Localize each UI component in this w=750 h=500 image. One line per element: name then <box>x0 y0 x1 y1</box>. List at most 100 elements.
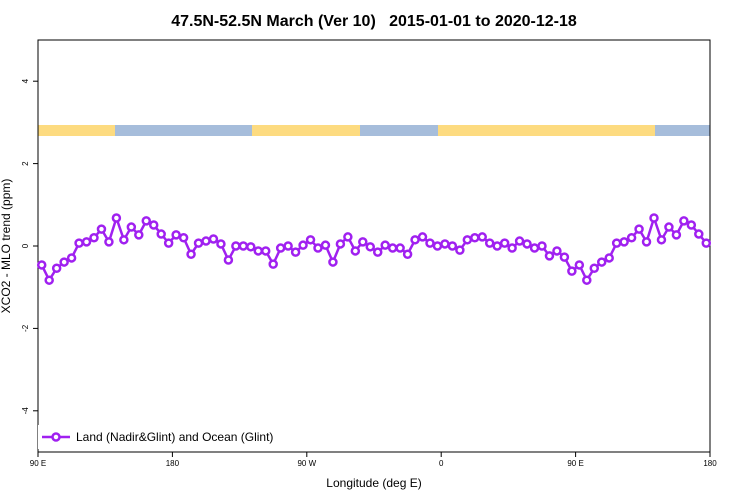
data-point <box>656 235 667 245</box>
land-strip <box>252 125 360 136</box>
legend-label: Land (Nadir&Glint) and Ocean (Glint) <box>76 430 273 444</box>
data-point <box>499 238 510 248</box>
data-point <box>216 239 226 249</box>
land-ocean-band <box>38 125 710 136</box>
y-tick-label: -4 <box>21 407 30 415</box>
data-point <box>507 243 517 253</box>
data-point <box>679 216 689 226</box>
y-axis-label: XCO2 - MLO trend (ppm) <box>0 179 13 314</box>
y-tick-label: 0 <box>21 243 30 248</box>
data-point <box>171 230 181 240</box>
data-point <box>201 236 211 246</box>
data-point <box>44 275 54 285</box>
data-point <box>275 243 286 253</box>
data-point <box>260 246 271 256</box>
data-point <box>59 257 69 267</box>
data-point <box>298 240 308 250</box>
data-point <box>66 253 77 263</box>
data-point <box>96 224 107 234</box>
data-point <box>89 233 99 243</box>
data-point <box>477 232 488 242</box>
data-point <box>492 241 502 251</box>
data-point <box>582 275 592 285</box>
data-point <box>320 240 331 250</box>
data-point <box>664 222 674 232</box>
data-point <box>559 252 570 262</box>
data-point <box>544 251 555 261</box>
data-point <box>126 222 137 232</box>
land-strip <box>38 125 115 136</box>
data-point <box>574 260 585 270</box>
legend <box>38 425 278 449</box>
data-point <box>148 220 159 230</box>
data-point <box>268 259 278 269</box>
data-point <box>626 233 637 243</box>
legend-marker <box>51 432 61 442</box>
data-point <box>313 243 323 253</box>
data-point <box>223 255 234 265</box>
ocean-strip <box>655 125 710 136</box>
data-point <box>372 247 383 257</box>
data-point <box>425 238 435 248</box>
data-point <box>634 224 644 234</box>
data-point <box>380 240 390 250</box>
data-point <box>470 233 480 243</box>
y-tick-label: 4 <box>21 78 30 83</box>
y-tick-label: 2 <box>21 161 30 166</box>
data-point <box>186 249 196 259</box>
data-point <box>208 234 219 244</box>
data-point <box>163 238 174 248</box>
data-point <box>641 237 652 247</box>
data-point <box>410 235 420 245</box>
data-point <box>686 220 697 230</box>
data-point <box>694 229 704 239</box>
data-point <box>484 238 495 248</box>
x-tick-label: 90 E <box>30 459 46 468</box>
data-point <box>178 233 189 243</box>
ocean-strip <box>115 125 252 136</box>
data-point <box>552 246 562 256</box>
data-point <box>343 232 353 242</box>
data-point <box>611 238 622 248</box>
data-point <box>193 238 204 248</box>
data-point <box>567 266 577 276</box>
data-point <box>395 243 405 253</box>
data-point <box>619 237 629 247</box>
data-point <box>402 249 413 259</box>
data-point <box>290 247 301 257</box>
data-point <box>417 232 428 242</box>
x-tick-label: 0 <box>439 459 444 468</box>
data-point <box>74 238 84 248</box>
data-point <box>522 239 532 249</box>
x-axis-label: Longitude (deg E) <box>326 476 421 490</box>
ocean-strip <box>360 125 438 136</box>
x-tick-label: 90 W <box>297 459 316 468</box>
data-point <box>231 241 241 251</box>
data-point <box>134 230 144 240</box>
y-tick-label: -2 <box>21 324 30 332</box>
data-point <box>649 213 659 223</box>
data-point <box>238 241 249 251</box>
land-strip <box>438 125 655 136</box>
x-tick-label: 180 <box>166 459 180 468</box>
data-point <box>104 237 114 247</box>
data-point <box>253 246 264 256</box>
data-point <box>701 238 712 248</box>
data-point <box>81 237 92 247</box>
data-point <box>358 237 368 247</box>
data-point <box>462 235 473 245</box>
chart-title: 47.5N-52.5N March (Ver 10) 2015-01-01 to… <box>171 13 577 30</box>
data-point <box>328 257 338 267</box>
data-point <box>455 245 465 255</box>
data-point <box>440 239 450 249</box>
data-point <box>529 243 540 253</box>
data-point <box>111 213 122 223</box>
data-point <box>350 246 361 256</box>
data-point <box>36 260 47 270</box>
data-point <box>246 242 256 252</box>
data-point <box>387 243 398 253</box>
data-point <box>596 257 607 267</box>
data-point <box>514 236 525 246</box>
data-point <box>51 263 62 273</box>
